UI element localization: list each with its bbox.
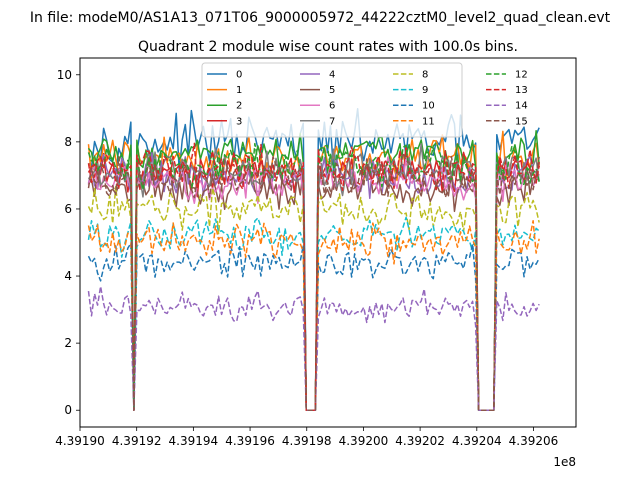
legend-label: 0	[236, 70, 242, 81]
series-layer	[87, 108, 540, 411]
legend-label: 6	[329, 101, 335, 112]
y-axis-ticks: 0 2 4 6 8 10	[57, 68, 80, 417]
y-tick-label: 0	[64, 403, 72, 417]
legend-label: 7	[329, 116, 335, 127]
x-offset-text: 1e8	[553, 455, 576, 469]
x-tick-label: 4.39194	[169, 434, 219, 448]
y-tick-label: 10	[57, 68, 72, 82]
series-line-13	[87, 142, 540, 411]
y-tick-label: 2	[64, 336, 72, 350]
x-axis-ticks: 4.39190 4.39192 4.39194 4.39196 4.39198 4.392…	[55, 427, 558, 448]
legend-label: 9	[422, 85, 428, 96]
x-tick-label: 4.39202	[395, 434, 445, 448]
legend-label: 13	[515, 85, 528, 96]
legend-label: 8	[422, 70, 428, 81]
x-tick-label: 4.39206	[509, 434, 559, 448]
legend-label: 10	[422, 101, 435, 112]
x-tick-label: 4.39198	[282, 434, 332, 448]
chart-title: Quadrant 2 module wise count rates with …	[138, 39, 518, 55]
legend-label: 3	[236, 116, 242, 127]
legend-box	[201, 62, 463, 138]
legend-label: 4	[329, 70, 335, 81]
x-tick-label: 4.39192	[112, 434, 162, 448]
series-line-15	[87, 152, 540, 411]
figure-suptitle: In file: modeM0/AS1A13_071T06_9000005972…	[30, 10, 611, 26]
plot-frame	[79, 57, 577, 428]
x-tick-label: 4.39196	[225, 434, 275, 448]
y-tick-label: 4	[64, 269, 72, 283]
y-tick-label: 6	[64, 202, 72, 216]
legend-label: 1	[236, 85, 242, 96]
legend-label: 2	[236, 101, 242, 112]
legend-label: 14	[515, 101, 528, 112]
y-tick-label: 8	[64, 135, 72, 149]
legend-label: 5	[329, 85, 335, 96]
x-tick-label: 4.39190	[55, 434, 105, 448]
series-line-9	[87, 216, 540, 411]
series-line-14	[87, 285, 540, 411]
legend-label: 11	[422, 116, 435, 127]
legend-label: 15	[515, 116, 528, 127]
series-line-10	[87, 242, 540, 411]
x-tick-label: 4.39204	[452, 434, 502, 448]
x-tick-label: 4.39200	[339, 434, 389, 448]
legend-label: 12	[515, 70, 528, 81]
